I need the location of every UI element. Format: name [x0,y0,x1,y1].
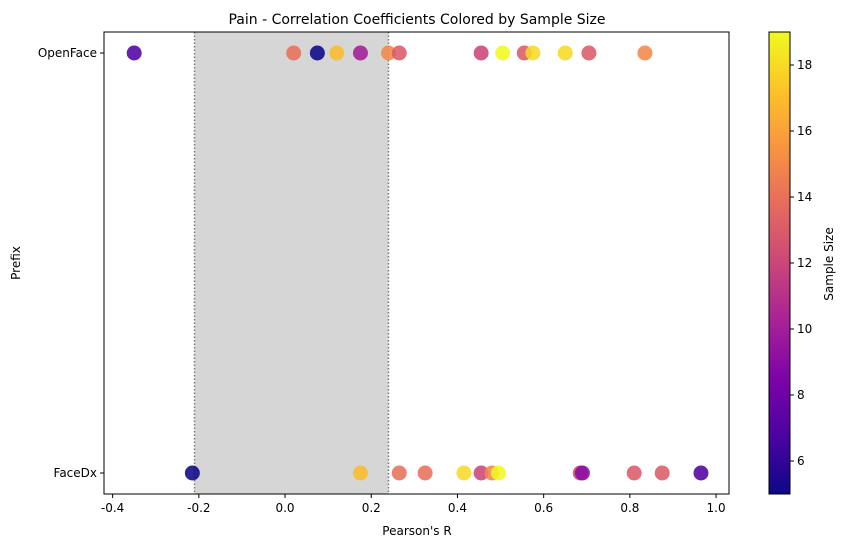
x-tick-label: -0.2 [187,501,210,515]
x-tick-label: 0.4 [448,501,467,515]
data-point [581,45,597,61]
colorbar: 6 8 10 12 14 16 18 [768,31,812,495]
shaded-region [194,32,389,494]
data-point [495,45,511,61]
data-point [286,45,302,61]
data-point [473,465,489,481]
data-point [380,45,396,61]
y-tick-label: OpenFace [38,46,97,60]
data-point [391,45,407,61]
data-point [391,465,407,481]
colorbar-tick-label: 12 [797,256,812,270]
chart-title: Pain - Correlation Coefficients Colored … [228,12,605,28]
x-axis-label: Pearson's R [382,524,451,538]
data-point [693,465,709,481]
y-axis-label: Prefix [9,246,23,280]
data-point [329,45,345,61]
plot-frame [103,31,730,495]
data-point [654,465,670,481]
x-tick-label: 0.2 [362,501,381,515]
x-tick-label: -0.4 [101,501,124,515]
data-point [456,465,472,481]
data-point [525,45,541,61]
data-point [574,465,590,481]
x-tick-label: 0.8 [620,501,639,515]
colorbar-tick-label: 18 [797,58,812,72]
colorbar-gradient [768,31,791,495]
data-point [626,465,642,481]
data-point [184,465,200,481]
y-tick-label: FaceDx [54,466,97,480]
colorbar-label: Sample Size [822,227,836,300]
x-tick-label: 0.6 [534,501,553,515]
data-point [557,45,573,61]
colorbar-tick-label: 16 [797,124,812,138]
data-point [352,45,368,61]
data-point [126,45,142,61]
data-point [490,465,506,481]
colorbar-tick-label: 10 [797,322,812,336]
data-point [473,45,489,61]
colorbar-tick-label: 14 [797,190,812,204]
colorbar-tick-label: 6 [797,454,805,468]
data-point [309,45,325,61]
data-point [352,465,368,481]
data-point [637,45,653,61]
x-tick-label: 1.0 [707,501,726,515]
colorbar-tick-label: 8 [797,388,805,402]
plot-area: -0.4 -0.2 0.0 0.2 0.4 0.6 0.8 1.0 OpenFace FaceDx [38,31,730,515]
data-point [417,465,433,481]
x-tick-label: 0.0 [275,501,294,515]
